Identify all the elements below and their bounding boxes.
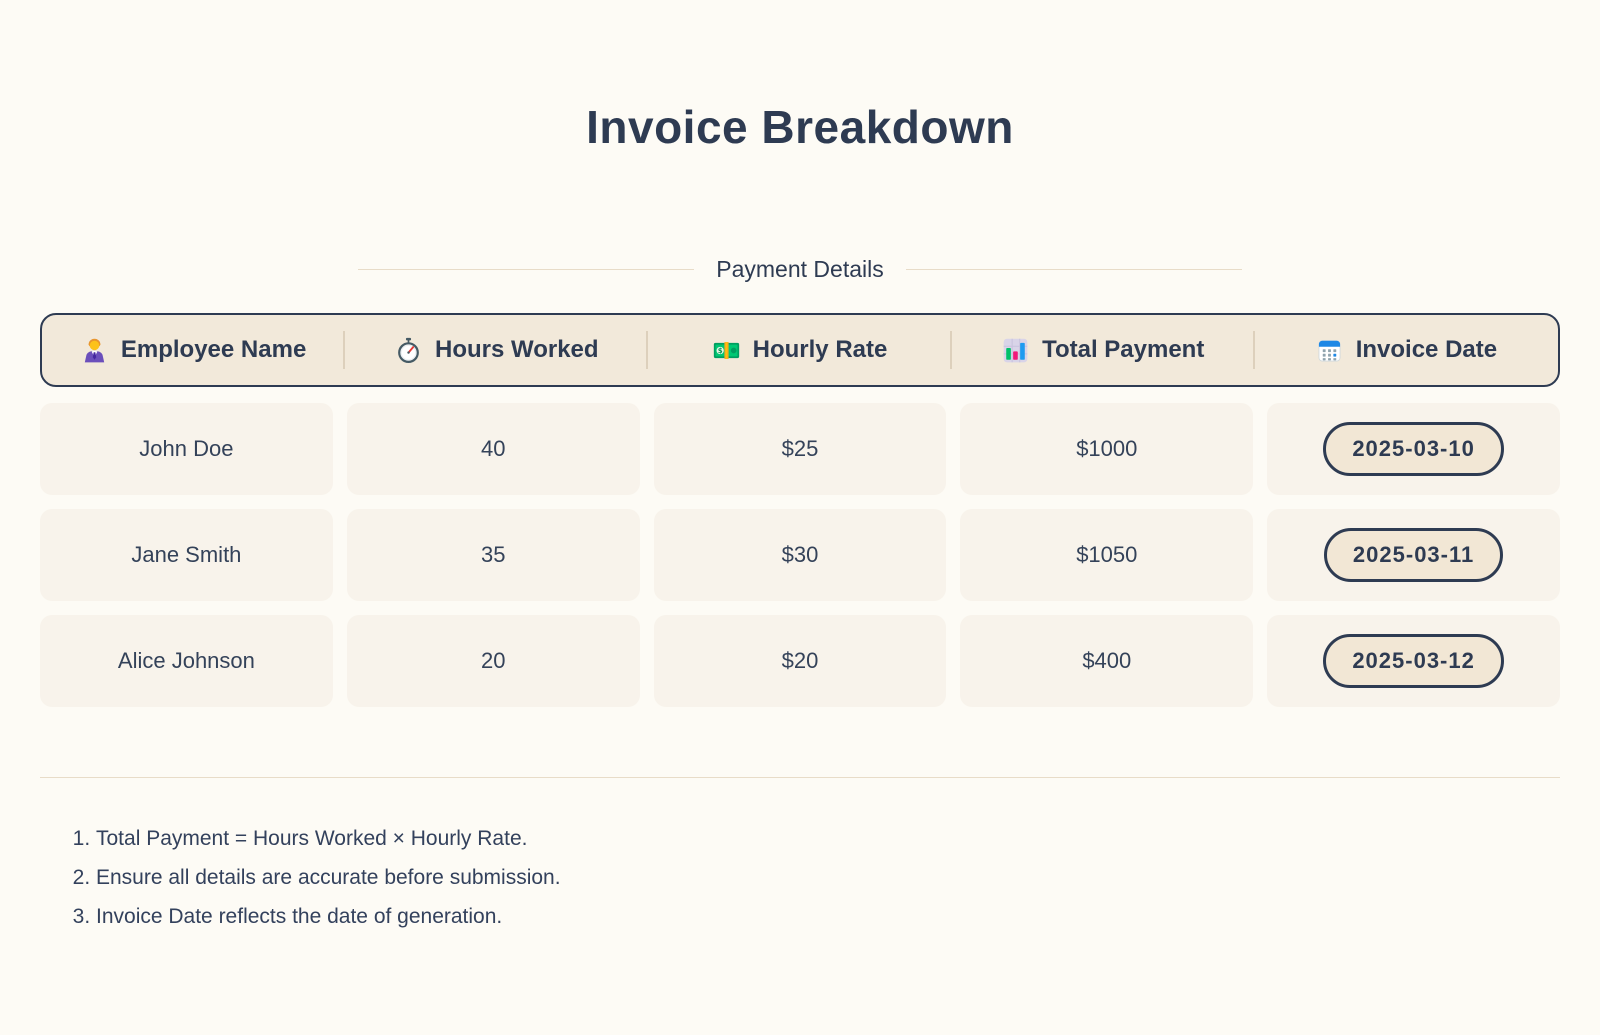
hours-worked-cell: 35 <box>346 509 640 601</box>
hourly-rate-cell: $25 <box>653 403 947 495</box>
header-cell-invoice-date: Invoice Date <box>1255 315 1558 385</box>
employee-name-cell: John Doe <box>40 403 333 495</box>
header-label: Employee Name <box>120 336 307 363</box>
header-cell-employee-name: Employee Name <box>42 315 345 385</box>
calendar-icon <box>1316 337 1343 364</box>
divider <box>40 777 1560 778</box>
section-legend-label: Payment Details <box>716 256 884 282</box>
note-item: Total Payment = Hours Worked × Hourly Ra… <box>96 824 1560 854</box>
invoice-date-cell: 2025-03-12 <box>1267 615 1560 707</box>
table-body: John Doe 40 $25 $1000 2025-03-10 Jane Sm… <box>40 403 1560 707</box>
header-label: Hours Worked <box>434 336 599 363</box>
header-label: Invoice Date <box>1355 336 1498 363</box>
employee-name-cell: Jane Smith <box>40 509 333 601</box>
note-item: Invoice Date reflects the date of genera… <box>96 902 1560 932</box>
total-payment-cell: $1050 <box>960 509 1254 601</box>
invoice-table: Employee Name Hours Worked <box>40 313 1560 707</box>
header-cell-total-payment: Total Payment <box>952 315 1255 385</box>
hours-worked-cell: 20 <box>346 615 640 707</box>
total-payment-cell: $400 <box>960 615 1254 707</box>
invoice-date-cell: 2025-03-10 <box>1267 403 1560 495</box>
invoice-date-pill[interactable]: 2025-03-10 <box>1323 422 1504 476</box>
stopwatch-icon <box>395 337 422 364</box>
employee-name-cell: Alice Johnson <box>40 615 333 707</box>
legend-line-left <box>358 269 695 270</box>
table-row: John Doe 40 $25 $1000 2025-03-10 <box>40 403 1560 495</box>
table-row: Jane Smith 35 $30 $1050 2025-03-11 <box>40 509 1560 601</box>
header-label: Total Payment <box>1042 336 1205 363</box>
hours-worked-cell: 40 <box>346 403 640 495</box>
office-worker-icon <box>81 337 108 364</box>
legend-line-right <box>905 269 1242 270</box>
total-payment-cell: $1000 <box>960 403 1254 495</box>
header-cell-hourly-rate: $ Hourly Rate <box>648 315 951 385</box>
header-label: Hourly Rate <box>752 336 888 363</box>
banknote-icon: $ <box>713 337 740 364</box>
page-title: Invoice Breakdown <box>586 101 1014 153</box>
hourly-rate-cell: $20 <box>653 615 947 707</box>
table-row: Alice Johnson 20 $20 $400 2025-03-12 <box>40 615 1560 707</box>
invoice-date-pill[interactable]: 2025-03-12 <box>1323 634 1504 688</box>
table-header: Employee Name Hours Worked <box>40 313 1560 387</box>
svg-text:$: $ <box>717 347 722 355</box>
hourly-rate-cell: $30 <box>653 509 947 601</box>
notes-list: Total Payment = Hours Worked × Hourly Ra… <box>66 824 1560 931</box>
page-content: Invoice Breakdown Payment Details Employ… <box>40 0 1560 931</box>
invoice-date-pill[interactable]: 2025-03-11 <box>1323 528 1504 582</box>
header-cell-hours-worked: Hours Worked <box>345 315 648 385</box>
note-item: Ensure all details are accurate before s… <box>96 863 1560 893</box>
bar-chart-icon <box>1002 337 1029 364</box>
section-legend: Payment Details <box>358 256 1242 283</box>
invoice-date-cell: 2025-03-11 <box>1267 509 1560 601</box>
